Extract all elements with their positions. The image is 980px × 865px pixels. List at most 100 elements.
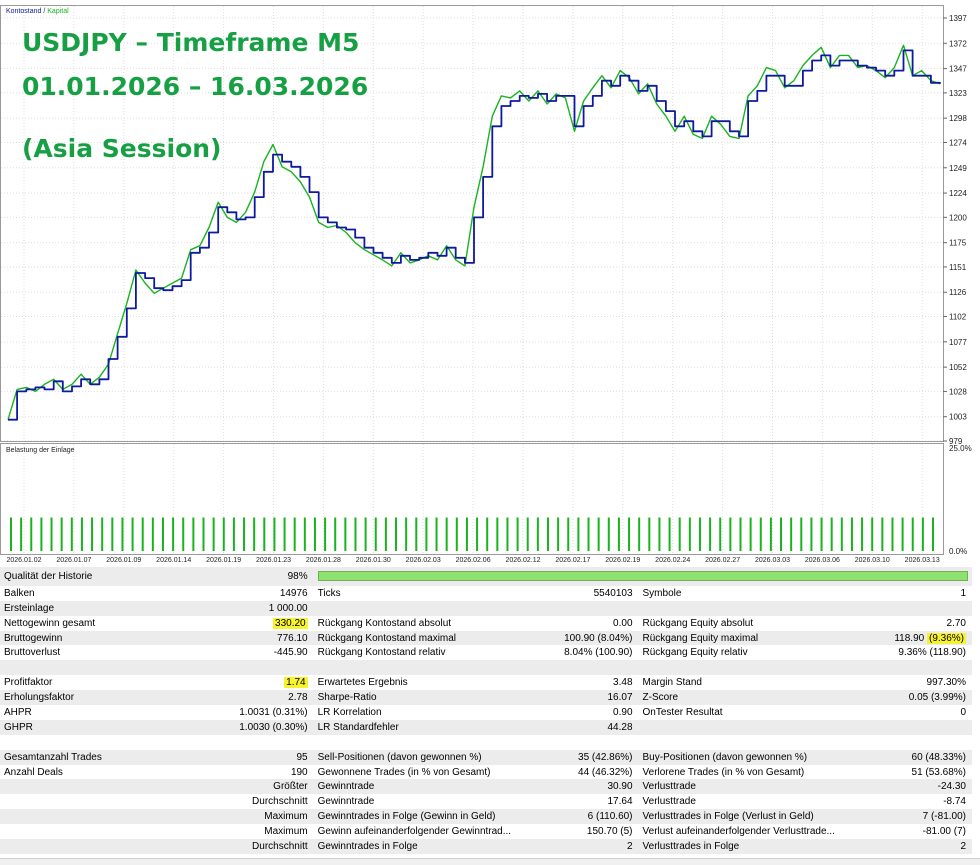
- load-bar: [668, 517, 671, 551]
- report-cell: AHPR: [0, 705, 129, 720]
- report-cell: Nettogewinn gesamt: [0, 615, 129, 631]
- report-cell: 3.48: [560, 675, 639, 691]
- load-bar: [202, 517, 205, 551]
- report-row: Qualität der Historie 98%: [0, 567, 972, 586]
- report-cell: Rückgang Kontostand maximal: [313, 630, 561, 646]
- report-cell: Anzahl Deals: [0, 764, 129, 780]
- report-cell: 95: [128, 749, 314, 765]
- load-bar: [303, 517, 306, 551]
- report-cell: 17.64: [560, 794, 639, 810]
- report-cell: Sell-Positionen (davon gewonnen %): [313, 749, 561, 765]
- load-bar: [111, 517, 114, 551]
- y-tick-label: 1397: [949, 14, 967, 23]
- load-bar: [243, 517, 246, 551]
- report-cell: 100.90 (8.04%): [560, 630, 639, 646]
- load-bar: [861, 517, 864, 551]
- report-cell: Verlust aufeinanderfolgender Verlusttrad…: [638, 824, 886, 840]
- report-cell: 98%: [128, 567, 314, 586]
- report-cell: [638, 734, 886, 750]
- report-cell: 0: [886, 705, 972, 720]
- load-bar: [374, 517, 377, 551]
- load-bar: [101, 517, 104, 551]
- load-bar: [698, 517, 701, 551]
- report-cell: -24.30: [886, 779, 972, 795]
- y-tick-label: 1102: [949, 313, 967, 322]
- report-cell: Z-Score: [638, 690, 886, 706]
- report-cell: [886, 734, 972, 750]
- report-row: Bruttoverlust -445.90 Rückgang Kontostand …: [0, 645, 972, 661]
- load-bar: [932, 517, 934, 551]
- report-cell: Ersteinlage: [0, 600, 129, 616]
- load-bar: [850, 517, 853, 551]
- report-cell: LR Korrelation: [313, 705, 561, 720]
- report-cell: -445.90: [128, 645, 314, 661]
- report-row: [0, 660, 972, 676]
- report-cell: 2: [886, 839, 972, 854]
- load-bar: [364, 517, 367, 551]
- x-tick-label: 2026.02.03: [406, 557, 441, 564]
- report-cell: 60 (48.33%): [886, 749, 972, 765]
- load-bar: [749, 517, 752, 551]
- load-bar: [709, 517, 712, 551]
- load-bar: [567, 517, 570, 551]
- load-bars: [10, 517, 934, 551]
- load-bar: [80, 517, 83, 551]
- load-bar: [40, 517, 43, 551]
- overlay-title-line2: 01.01.2026 – 16.03.2026: [22, 72, 369, 101]
- report-cell: Erholungsfaktor: [0, 690, 129, 706]
- legend-balance: Kontostand: [6, 8, 42, 15]
- x-tick-label: 2026.02.27: [705, 557, 740, 564]
- load-bar: [780, 517, 783, 551]
- report-cell: Gewinntrades in Folge (Gewinn in Geld): [313, 809, 561, 825]
- series-lines: [7, 44, 941, 421]
- load-bar: [678, 517, 681, 551]
- report-cell: Profitfaktor: [0, 675, 129, 691]
- report-cell: Verlusttrades in Folge (Verlust in Geld): [638, 809, 886, 825]
- report-cell: 0.05 (3.99%): [886, 690, 972, 706]
- report-cell: Bruttogewinn: [0, 630, 129, 646]
- report-cell: 1 000.00: [128, 600, 314, 616]
- load-bar: [607, 517, 610, 551]
- report-cell: 776.10: [128, 630, 314, 646]
- report-cell: 0.00: [560, 615, 639, 631]
- report-cell: 190: [128, 764, 314, 780]
- y-tick-label: 1077: [949, 338, 967, 347]
- load-bar: [496, 517, 499, 551]
- report-row: Profitfaktor 1.74 Erwartetes Ergebnis 3.48 M…: [0, 675, 972, 691]
- report-cell: Maximum: [128, 809, 314, 825]
- x-tick-label: 2026.03.03: [755, 557, 790, 564]
- load-bar: [577, 517, 580, 551]
- lower-frame: [0, 443, 944, 555]
- report-cell: [0, 779, 129, 795]
- load-bar: [759, 517, 762, 551]
- report-cell: [128, 660, 314, 676]
- report-cell: OnTester Resultat: [638, 705, 886, 720]
- report-cell: GHPR: [0, 719, 129, 735]
- report-cell: 997.30%: [886, 675, 972, 691]
- report-cell: Erwartetes Ergebnis: [313, 675, 561, 691]
- load-bar: [172, 517, 175, 551]
- load-bar: [334, 517, 337, 551]
- report-cell: Sharpe-Ratio: [313, 690, 561, 706]
- upper-frame: [0, 5, 944, 442]
- report-value: 118.90: [894, 632, 927, 644]
- highlighted-value: (9.36%): [926, 632, 966, 644]
- report-cell: [638, 660, 886, 676]
- load-bar: [769, 517, 772, 551]
- report-cell: 1.0030 (0.30%): [128, 719, 314, 735]
- report-cell: Bruttoverlust: [0, 645, 129, 661]
- y-tick-label: 1224: [949, 189, 967, 198]
- load-bar: [384, 517, 387, 551]
- report-cell: 6 (110.60): [560, 809, 639, 825]
- overlay-title-line3: (Asia Session): [22, 134, 222, 163]
- load-bar: [891, 517, 894, 551]
- x-tick-label: 2026.03.13: [905, 557, 940, 564]
- history-quality-bar: [317, 571, 968, 582]
- report-cell: Gesamtanzahl Trades: [0, 749, 129, 765]
- report-cell: 1.74: [128, 675, 314, 691]
- report-cell: [886, 660, 972, 676]
- load-bar: [263, 517, 266, 551]
- y-tick-label: 1151: [949, 263, 967, 272]
- load-bar: [455, 517, 458, 551]
- report-row: Größter Gewinntrade 30.90 Verlusttrade -24.3…: [0, 779, 972, 795]
